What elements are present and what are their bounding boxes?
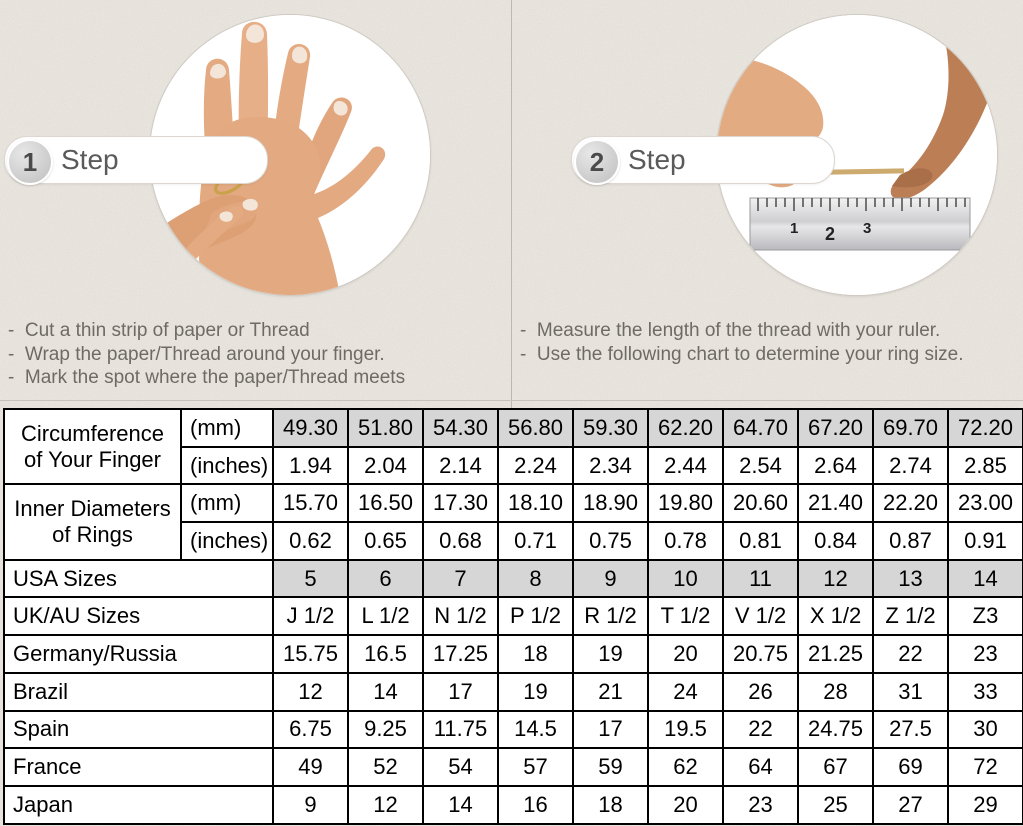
svg-text:3: 3 — [863, 220, 871, 237]
svg-text:2: 2 — [825, 224, 835, 244]
svg-text:1: 1 — [790, 220, 798, 237]
